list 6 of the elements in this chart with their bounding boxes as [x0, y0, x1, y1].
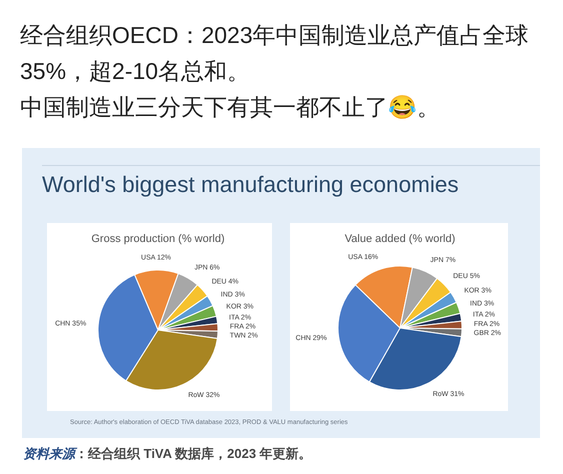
- text: 经合组织OECD：2023年中国制造业总产值占全球35%，超2-10名总和。: [20, 22, 529, 84]
- chart-title: Value added (% world): [344, 233, 456, 245]
- chart-title: Gross production (% world): [91, 233, 225, 245]
- text: World's biggest manufacturing economies: [42, 171, 460, 199]
- text: 资料来源: [23, 446, 75, 461]
- text: 中国制造业三分天下有其一都不止了😂。: [20, 94, 440, 120]
